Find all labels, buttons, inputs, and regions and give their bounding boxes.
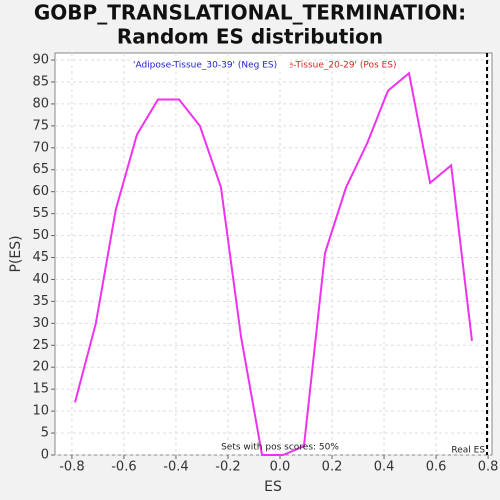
- y-tick-label: 55: [32, 206, 49, 221]
- y-tick-label: 30: [32, 316, 49, 331]
- y-tick-label: 70: [32, 140, 49, 155]
- plot-area: [54, 52, 493, 456]
- y-tick-label: 85: [32, 74, 49, 89]
- real-es-label: Real ES: [451, 446, 485, 456]
- y-tick-label: 10: [32, 404, 49, 419]
- chart-title: Random ES distribution: [117, 25, 383, 49]
- x-tick-label: -0.4: [163, 460, 188, 475]
- y-tick-label: 90: [32, 53, 49, 68]
- chart-title: GOBP_TRANSLATIONAL_TERMINATION:: [34, 1, 466, 25]
- y-tick-label: 15: [32, 382, 49, 397]
- y-axis-label: P(ES): [8, 235, 24, 272]
- y-tick-label: 80: [32, 96, 49, 111]
- y-tick-label: 40: [32, 272, 49, 287]
- y-tick-label: 50: [32, 228, 49, 243]
- x-tick-label: 0.2: [322, 460, 343, 475]
- x-tick-label: 0.4: [374, 460, 395, 475]
- legend-entry: 'Adipose-Tissue_20-29' (Pos ES): [255, 61, 396, 71]
- y-tick-label: 20: [32, 360, 49, 375]
- y-tick-label: 35: [32, 294, 49, 309]
- y-tick-label: 65: [32, 162, 49, 177]
- y-tick-label: 0: [41, 448, 49, 463]
- x-axis-label: ES: [264, 479, 282, 495]
- x-tick-label: -0.2: [215, 460, 240, 475]
- legend-backdrop: [130, 58, 290, 72]
- x-tick-label: -0.8: [59, 460, 84, 475]
- x-tick-label: 0.0: [270, 460, 291, 475]
- annotation: Sets with pos scores: 50%: [221, 443, 339, 453]
- y-tick-label: 5: [41, 426, 49, 441]
- y-tick-label: 45: [32, 250, 49, 265]
- y-tick-label: 60: [32, 184, 49, 199]
- y-tick-label: 25: [32, 338, 49, 353]
- x-tick-label: -0.6: [111, 460, 136, 475]
- x-tick-label: 0.8: [478, 460, 499, 475]
- x-tick-label: 0.6: [426, 460, 447, 475]
- line: [74, 71, 473, 456]
- legend-entry: 'Adipose-Tissue_30-39' (Neg ES): [133, 61, 277, 71]
- y-tick-label: 75: [32, 118, 49, 133]
